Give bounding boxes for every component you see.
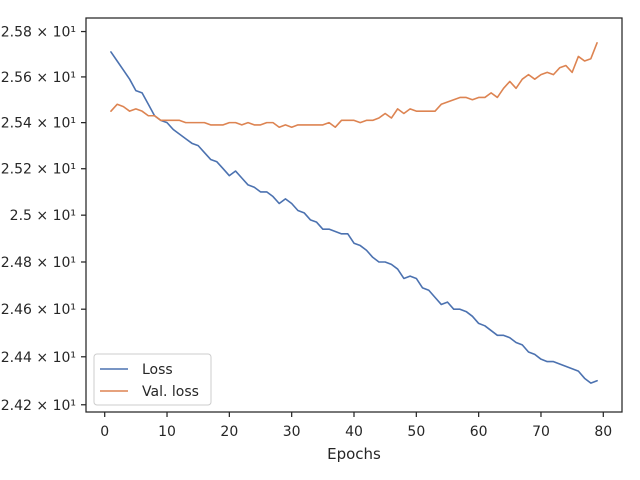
x-axis-label: Epochs — [327, 445, 381, 463]
x-tick-label: 0 — [100, 424, 109, 440]
y-tick-label: 2.46 × 10¹ — [1, 302, 76, 318]
y-tick-label: 2.56 × 10¹ — [1, 70, 76, 86]
y-tick-label: 2.42 × 10¹ — [1, 398, 76, 414]
legend: Loss Val. loss — [93, 353, 212, 406]
legend-box — [93, 353, 212, 406]
plot-area — [86, 18, 622, 412]
y-tick-label: 2.54 × 10¹ — [1, 116, 76, 132]
legend-label: Loss — [142, 362, 173, 378]
y-tick-label: 2.52 × 10¹ — [1, 162, 76, 178]
series-line-loss — [110, 51, 598, 384]
x-tick-label: 60 — [470, 424, 488, 440]
x-tick-label: 20 — [220, 424, 238, 440]
legend-label: Val. loss — [142, 384, 199, 400]
y-tick-label: 2.58 × 10¹ — [1, 25, 76, 41]
y-tick-label: 2.48 × 10¹ — [1, 255, 76, 271]
x-tick-label: 10 — [158, 424, 176, 440]
x-tick-label: 30 — [283, 424, 301, 440]
x-tick-label: 70 — [532, 424, 550, 440]
x-tick-label: 50 — [407, 424, 425, 440]
series-line-val-loss — [110, 42, 598, 129]
series-layer — [110, 42, 598, 384]
x-axis: 0 10 20 30 40 50 60 70 80 — [100, 412, 612, 440]
y-tick-label: 2.44 × 10¹ — [1, 350, 76, 366]
x-tick-label: 40 — [345, 424, 363, 440]
x-tick-label: 80 — [594, 424, 612, 440]
y-tick-label: 2.5 × 10¹ — [10, 208, 76, 224]
y-axis: 2.42 × 10¹ 2.44 × 10¹ 2.46 × 10¹ 2.48 × 10¹… — [1, 25, 86, 414]
